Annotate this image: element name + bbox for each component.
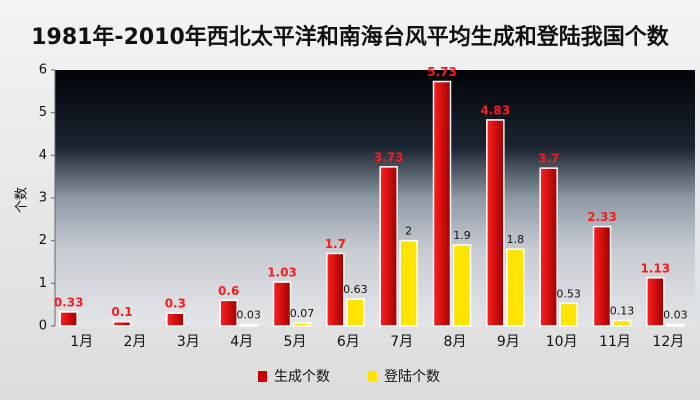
x-tick-label: 9月 [497,334,520,350]
data-label: 0.33 [54,295,84,309]
bar [326,252,345,327]
y-tick-label: 4 [39,148,47,163]
x-tick-label: 10月 [546,334,578,350]
bar [646,277,665,327]
x-tick-label: 11月 [599,334,631,350]
data-label: 2.33 [587,210,617,224]
legend-swatch [258,371,267,382]
data-label: 0.63 [343,283,368,296]
bar [239,323,258,327]
y-tick-label: 3 [39,191,47,206]
x-tick-label: 8月 [444,334,467,350]
x-tick-label: 7月 [390,334,413,350]
data-label: 4.83 [481,103,511,117]
data-label: 0.07 [290,307,315,320]
bar [59,311,78,327]
x-tick-label: 3月 [177,334,200,350]
y-tick-label: 6 [39,63,47,78]
y-axis-label: 个数 [15,187,30,213]
x-tick-label: 4月 [230,334,253,350]
data-label: 1.03 [267,266,297,280]
bar [272,281,292,327]
bar [399,239,418,327]
data-label: 1.7 [325,237,346,251]
data-label: 3.73 [374,150,404,164]
data-label: 0.03 [236,309,261,322]
data-label: 0.53 [556,287,581,300]
x-tick-label: 5月 [284,334,307,350]
bar [166,312,185,327]
bar [452,244,472,327]
bar [292,322,312,327]
bar [346,298,365,327]
data-label: 0.13 [610,304,635,317]
x-tick-label: 12月 [652,334,684,350]
bar [506,248,525,327]
data-label: 2 [405,225,412,238]
bar [539,167,558,327]
y-tick-label: 5 [39,105,47,120]
data-label: 1.9 [453,229,471,242]
bar [486,119,505,327]
y-tick-label: 2 [39,233,47,248]
data-label: 0.3 [165,297,186,311]
bar [559,302,578,327]
data-label: 1.8 [507,233,525,246]
data-label: 0.6 [218,284,239,298]
data-label: 3.7 [538,152,559,166]
data-label: 0.03 [663,309,688,322]
legend-swatch [368,371,377,382]
bar [592,225,612,327]
bar [112,320,132,327]
x-tick-label: 6月 [337,334,360,350]
data-label: 1.13 [641,261,671,275]
data-label: 0.1 [111,305,132,319]
bar [432,80,452,327]
y-tick-label: 1 [39,276,47,291]
legend-label: 生成个数 [274,369,330,385]
y-tick-label: 0 [39,319,47,334]
x-tick-label: 2月 [124,334,147,350]
legend-label: 登陆个数 [384,369,440,385]
plot-area [55,70,695,326]
bar [612,319,632,327]
x-tick-label: 1月 [70,334,93,350]
bar [666,323,685,327]
bar [379,166,398,327]
bar [219,299,238,327]
data-label: 5.73 [427,65,457,79]
chart-title: 1981年-2010年西北太平洋和南海台风平均生成和登陆我国个数 [31,24,670,50]
